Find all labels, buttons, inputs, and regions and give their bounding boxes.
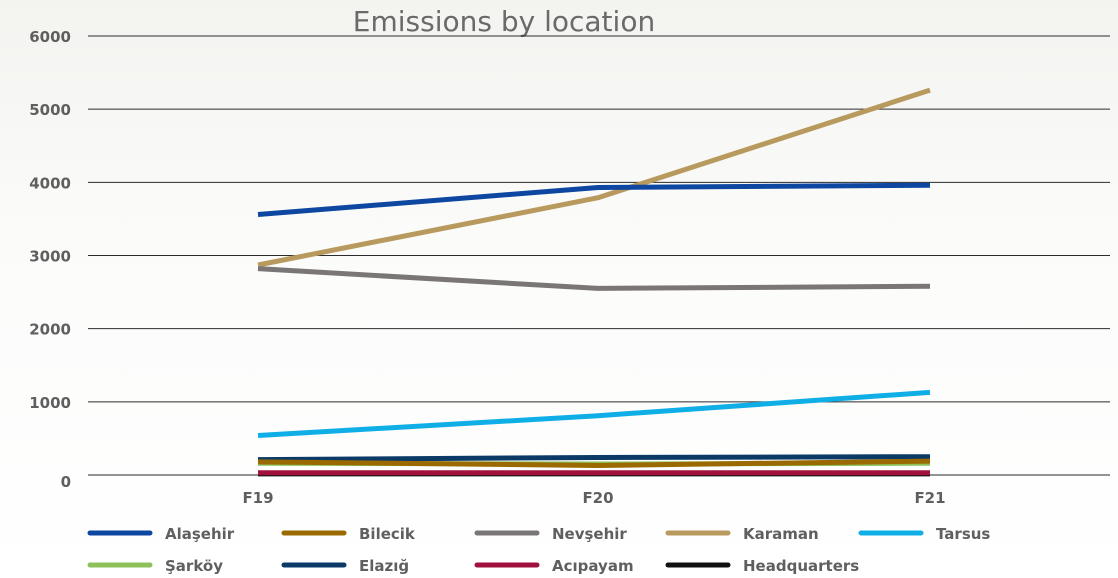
x-tick-label: F21 [914, 489, 945, 507]
legend-label: Bilecik [359, 525, 416, 543]
legend-label: Karaman [743, 525, 819, 543]
gridlines [88, 35, 1110, 476]
y-tick-label: 4000 [29, 174, 71, 192]
legend-item: Karaman [665, 525, 819, 543]
series-line-2 [257, 458, 931, 468]
legend-label: Alaşehir [165, 525, 235, 543]
series-lines [257, 87, 931, 477]
y-tick-label: 3000 [29, 248, 71, 266]
legend-label: Acıpayam [552, 557, 634, 575]
x-tick-label: F19 [242, 489, 273, 507]
legend-item: Tarsus [858, 525, 990, 543]
legend-label: Headquarters [743, 557, 859, 575]
legend-item: Elazığ [281, 557, 409, 575]
legend-item: Headquarters [665, 557, 859, 575]
series-line-3 [257, 266, 931, 291]
legend-item: Alaşehir [87, 525, 235, 543]
series-line-5 [257, 389, 931, 438]
legend-item: Bilecik [281, 525, 416, 543]
series-line-1 [257, 182, 931, 218]
y-axis-ticks: 0 1000 2000 3000 4000 5000 6000 [29, 28, 71, 491]
y-tick-label: 5000 [29, 101, 71, 119]
x-axis-ticks: F19 F20 F21 [242, 489, 945, 507]
chart-title: Emissions by location [353, 5, 655, 38]
legend-label: Nevşehir [552, 525, 627, 543]
legend: Alaşehir Bilecik Nevşehir Karaman Tarsus Şark… [87, 525, 990, 575]
y-tick-label: 2000 [29, 321, 71, 339]
legend-label: Tarsus [936, 525, 990, 543]
legend-item: Şarköy [87, 557, 223, 575]
y-tick-label: 1000 [29, 394, 71, 412]
legend-item: Nevşehir [474, 525, 627, 543]
legend-label: Şarköy [165, 557, 223, 575]
legend-item: Acıpayam [474, 557, 634, 575]
series-line-4 [257, 87, 931, 268]
y-tick-label: 0 [61, 473, 71, 491]
x-tick-label: F20 [582, 489, 613, 507]
series-line-7 [257, 454, 931, 463]
y-tick-label: 6000 [29, 28, 71, 46]
legend-label: Elazığ [359, 557, 409, 575]
